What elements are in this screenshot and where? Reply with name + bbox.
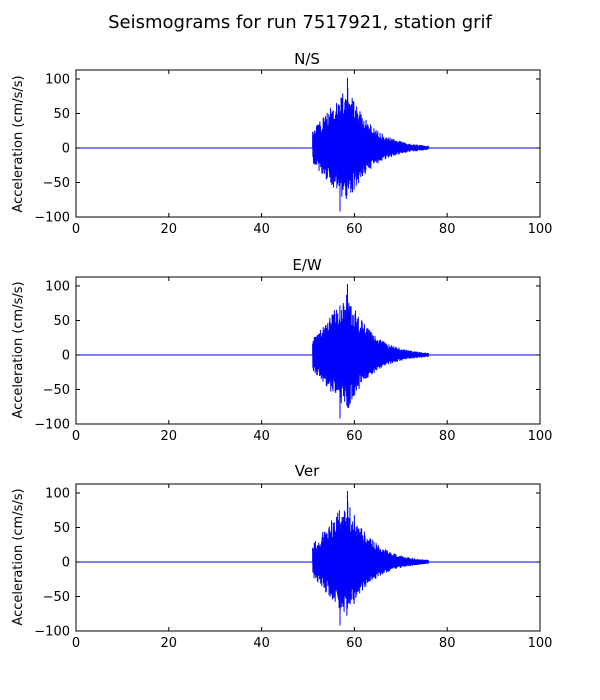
x-tick-label: 20 xyxy=(161,636,178,651)
x-tick-label: 80 xyxy=(439,429,456,444)
y-axis-label: Acceleration (cm/s/s) xyxy=(11,488,26,625)
y-tick-label: −50 xyxy=(43,590,70,605)
y-tick-label: 50 xyxy=(53,314,70,329)
axes-frame xyxy=(75,276,541,425)
plot-area: 0 20 40 60 80 100 −100 −50 0 50 100 xyxy=(34,69,553,237)
x-tick-label: 60 xyxy=(346,636,363,651)
plot-area: 0 20 40 60 80 100 −100 −50 0 50 100 xyxy=(34,483,553,651)
y-tick-label: 100 xyxy=(45,486,70,501)
panel-ew: E/W Acceleration (cm/s/s) 0 20 40 60 80 100 −1… xyxy=(11,256,552,444)
panel-ver: Ver Acceleration (cm/s/s) 0 20 40 60 80 100 −1… xyxy=(11,462,552,651)
y-axis-label: Acceleration (cm/s/s) xyxy=(11,75,26,212)
x-tick-label: 20 xyxy=(161,222,178,237)
y-axis-label: Acceleration (cm/s/s) xyxy=(11,281,26,418)
panel-title: N/S xyxy=(294,50,320,68)
series-line xyxy=(76,283,540,419)
x-tick-label: 60 xyxy=(346,429,363,444)
y-tick-label: −100 xyxy=(34,211,70,226)
y-tick-label: −50 xyxy=(43,383,70,398)
y-tick-label: 50 xyxy=(53,521,70,536)
x-tick-label: 100 xyxy=(528,636,553,651)
panel-title: E/W xyxy=(292,256,322,274)
y-tick-label: 0 xyxy=(62,555,70,570)
x-tick-label: 40 xyxy=(253,429,270,444)
axes-frame xyxy=(75,483,541,632)
x-tick-label: 100 xyxy=(528,222,553,237)
x-tick-label: 0 xyxy=(72,636,80,651)
series-line xyxy=(76,77,540,212)
figure-suptitle: Seismograms for run 7517921, station gri… xyxy=(108,12,492,33)
x-tick-label: 60 xyxy=(346,222,363,237)
y-tick-label: 0 xyxy=(62,141,70,156)
plot-area: 0 20 40 60 80 100 −100 −50 0 50 100 xyxy=(34,276,553,444)
x-tick-label: 20 xyxy=(161,429,178,444)
axes-frame xyxy=(75,69,541,218)
series-line xyxy=(76,490,540,626)
x-tick-label: 40 xyxy=(253,222,270,237)
y-tick-label: 50 xyxy=(53,107,70,122)
x-tick-label: 0 xyxy=(72,429,80,444)
y-tick-label: −100 xyxy=(34,418,70,433)
x-tick-label: 0 xyxy=(72,222,80,237)
y-tick-label: 100 xyxy=(45,72,70,87)
y-tick-label: −50 xyxy=(43,176,70,191)
x-tick-label: 80 xyxy=(439,636,456,651)
x-tick-label: 100 xyxy=(528,429,553,444)
x-tick-label: 80 xyxy=(439,222,456,237)
panel-ns: N/S Acceleration (cm/s/s) 0 20 40 60 80 100 −1… xyxy=(11,50,552,237)
y-tick-label: −100 xyxy=(34,625,70,640)
x-tick-label: 40 xyxy=(253,636,270,651)
y-tick-label: 0 xyxy=(62,348,70,363)
y-tick-label: 100 xyxy=(45,279,70,294)
panel-title: Ver xyxy=(295,462,320,480)
